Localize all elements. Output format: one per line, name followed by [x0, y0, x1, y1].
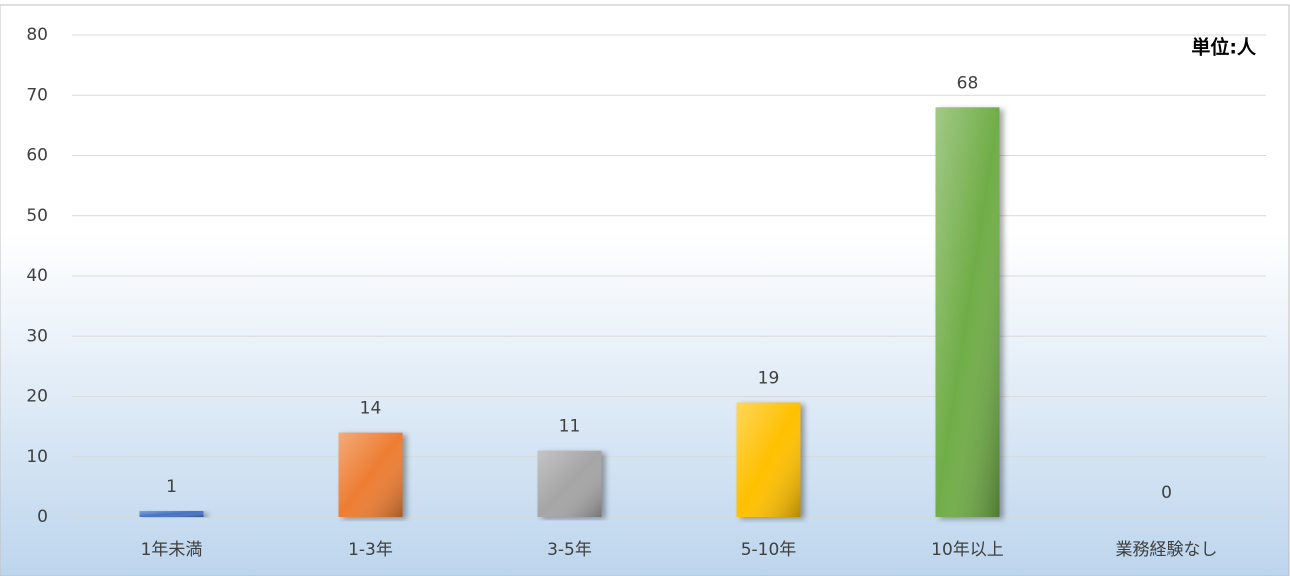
- y-tick-label: 70: [26, 85, 48, 105]
- y-tick-label: 60: [26, 146, 48, 166]
- y-tick-label: 50: [26, 206, 48, 226]
- y-tick-label: 0: [37, 507, 48, 527]
- y-tick-label: 30: [26, 326, 48, 346]
- y-tick-label: 10: [26, 447, 48, 467]
- x-tick-label: 1年未満: [141, 540, 203, 560]
- x-tick-label: 1-3年: [348, 540, 393, 560]
- y-tick-label: 40: [26, 266, 48, 286]
- data-label: 1: [166, 477, 177, 497]
- y-tick-label: 20: [26, 387, 48, 407]
- x-tick-label: 5-10年: [741, 540, 797, 560]
- data-label: 68: [957, 73, 979, 93]
- x-tick-label: 10年以上: [931, 540, 1004, 560]
- bar: [935, 107, 1000, 518]
- bar: [139, 510, 204, 517]
- bar: [537, 450, 602, 517]
- data-label: 0: [1161, 483, 1172, 503]
- data-label: 14: [360, 399, 382, 419]
- x-tick-label: 3-5年: [547, 540, 592, 560]
- chart-background: [0, 4, 1290, 576]
- unit-annotation: 単位:人: [1191, 36, 1257, 59]
- data-label: 19: [758, 369, 780, 389]
- y-tick-label: 80: [26, 25, 48, 45]
- data-label: 11: [559, 417, 581, 437]
- bar: [338, 432, 403, 517]
- x-tick-label: 業務経験なし: [1116, 540, 1218, 560]
- bar: [736, 402, 801, 517]
